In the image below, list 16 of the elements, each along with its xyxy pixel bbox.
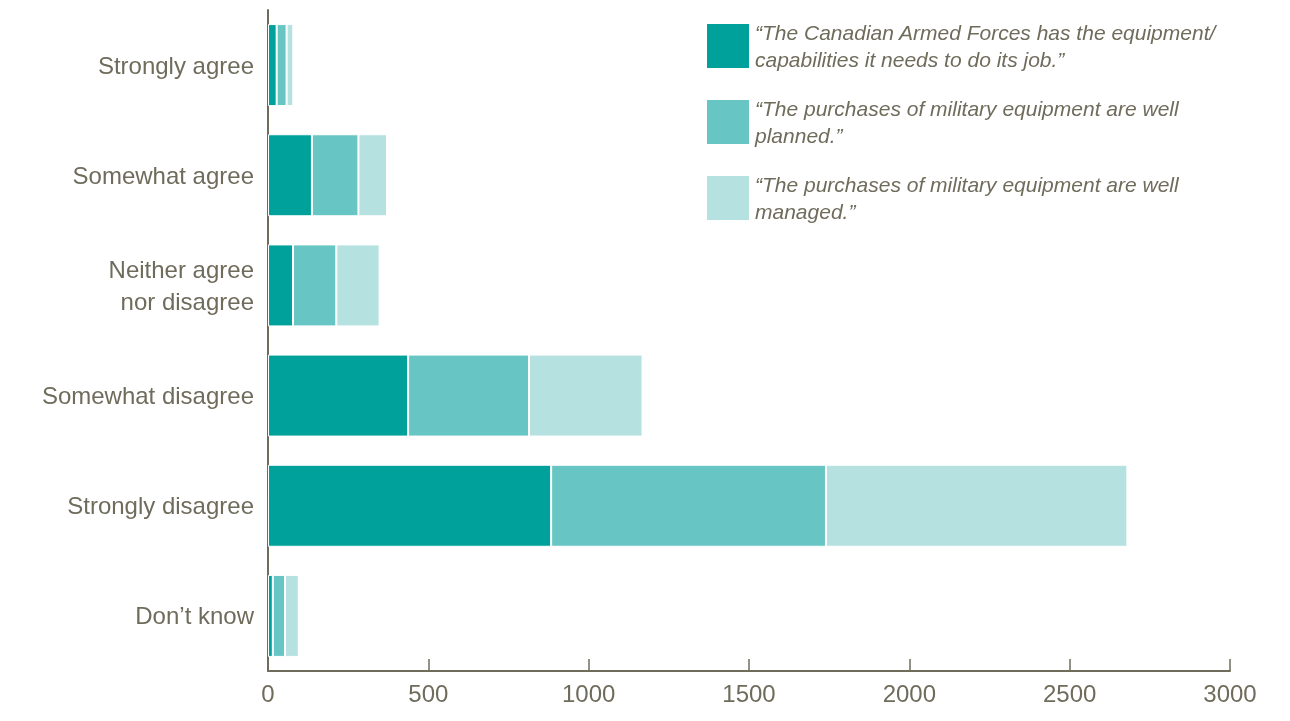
legend-label: “The Canadian Armed Forces has the equipment/ capabilities it needs to do its job.” bbox=[755, 21, 1222, 71]
y-tick-label: Don’t know bbox=[135, 602, 255, 630]
x-tick-label: 2000 bbox=[882, 679, 937, 707]
legend-label: “The purchases of military equipment are well planned.” bbox=[754, 97, 1185, 147]
x-tick-label: 1000 bbox=[561, 679, 616, 707]
legend-label: “The purchases of military equipment are well managed.” bbox=[755, 173, 1185, 223]
y-tick-label: Strongly agree bbox=[97, 51, 254, 79]
y-tick-label: Somewhat disagree bbox=[41, 382, 254, 410]
y-tick-label: Strongly disagree bbox=[67, 492, 254, 520]
x-tick-label: 2500 bbox=[1042, 679, 1097, 707]
x-tick-label: 1500 bbox=[722, 679, 776, 707]
y-tick-label: Somewhat agree bbox=[72, 161, 254, 189]
y-tick-label: Neither agree nor disagree bbox=[108, 255, 254, 315]
x-tick-label: 3000 bbox=[1203, 679, 1257, 707]
x-tick-label: 500 bbox=[408, 679, 449, 707]
x-tick-label: 0 bbox=[261, 679, 275, 707]
